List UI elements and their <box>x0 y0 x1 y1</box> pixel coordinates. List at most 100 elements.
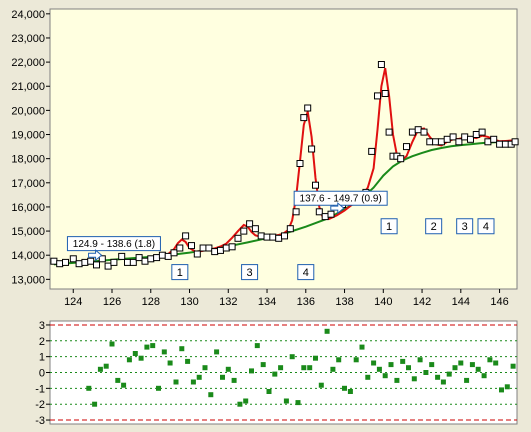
residual-point <box>458 360 464 366</box>
x-tick-label: 132 <box>219 296 237 308</box>
x-tick-label: 134 <box>258 296 276 308</box>
residual-point <box>249 368 254 374</box>
residual-point <box>353 357 359 363</box>
x-tick-label: 146 <box>490 296 508 308</box>
residual-point <box>272 371 278 377</box>
peak-label-box <box>171 264 189 281</box>
data-point <box>385 128 393 136</box>
data-point <box>211 248 219 256</box>
data-point <box>501 140 509 148</box>
data-point <box>426 138 434 146</box>
peak-label-box <box>380 218 398 235</box>
residual-point <box>423 370 429 375</box>
residual-point <box>289 354 295 360</box>
data-point <box>420 128 428 136</box>
residual-point <box>179 346 185 352</box>
peak-label-box <box>477 218 495 235</box>
peak-label-box <box>425 218 443 235</box>
residual-point <box>313 355 318 361</box>
residual-point <box>214 349 220 355</box>
residual-point <box>371 360 377 366</box>
residual-point <box>493 360 499 366</box>
data-point <box>118 252 126 260</box>
residual-point <box>150 343 156 349</box>
residual-point <box>336 357 342 363</box>
residual-point <box>121 382 127 388</box>
residual-point <box>406 365 411 371</box>
residual-point <box>278 365 284 371</box>
x-tick-label: 144 <box>452 296 470 308</box>
x-tick-label: 126 <box>103 296 121 308</box>
y-tick-label: -2 <box>35 399 45 411</box>
peak-label-box <box>241 264 259 281</box>
data-point <box>50 257 58 265</box>
residual-point <box>411 376 417 382</box>
y-tick-label: 20,000 <box>11 105 45 117</box>
residual-point <box>144 344 150 350</box>
data-point <box>251 225 259 233</box>
residual-point <box>446 371 452 377</box>
residual-point <box>382 373 388 379</box>
peak-label: 4 <box>477 218 495 235</box>
residual-point <box>330 366 336 372</box>
data-point <box>269 233 277 241</box>
data-point <box>87 257 95 265</box>
data-point <box>182 232 190 240</box>
residual-point <box>394 377 400 383</box>
data-point <box>93 261 100 269</box>
residual-point <box>161 349 167 355</box>
residual-point <box>208 392 214 398</box>
residual-point <box>115 377 121 383</box>
data-point <box>193 250 201 258</box>
residual-point <box>347 389 353 394</box>
data-point <box>56 260 64 268</box>
residual-point <box>324 328 330 334</box>
residual-point <box>266 389 272 394</box>
data-point <box>304 104 312 112</box>
data-point <box>263 233 271 241</box>
y-tick-label: -3 <box>35 415 45 427</box>
data-point <box>147 255 155 263</box>
data-point <box>205 244 213 252</box>
range-callout-box <box>66 236 161 252</box>
peak-label-box <box>456 218 474 235</box>
y-tick-label: 24,000 <box>11 9 45 21</box>
peak-label-text: 3 <box>462 221 468 233</box>
data-point <box>397 155 405 163</box>
x-tick-label: 136 <box>297 296 315 308</box>
peak-label-text: 2 <box>431 221 437 233</box>
data-point <box>281 232 288 240</box>
residual-point <box>225 366 231 372</box>
residual-point <box>452 365 458 371</box>
data-point <box>141 257 149 265</box>
data-point <box>300 114 308 122</box>
residual-point <box>376 366 382 372</box>
peak-label: 3 <box>456 218 474 235</box>
residual-point <box>469 362 475 368</box>
residual-point <box>86 385 92 391</box>
data-point <box>217 246 224 254</box>
x-tick-label: 138 <box>335 296 353 308</box>
peak-label: 1 <box>171 264 189 281</box>
y-tick-label: 13,000 <box>11 274 45 286</box>
data-point <box>414 126 422 134</box>
range-callout: 124.9 - 138.6 (1.8) <box>66 236 161 262</box>
peak-label-text: 1 <box>386 221 392 233</box>
data-point <box>234 234 242 242</box>
peak-label-box <box>297 264 315 281</box>
residual-point <box>220 374 225 380</box>
data-point <box>496 140 504 148</box>
data-point <box>110 258 118 266</box>
residual-point <box>342 385 347 391</box>
data-point <box>222 244 230 252</box>
range-callout: 137.6 - 149.7 (0.9) <box>293 190 388 215</box>
x-tick-label: 140 <box>374 296 392 308</box>
data-point <box>170 249 178 257</box>
data-point <box>176 244 184 252</box>
main-axes: 13,000 14,000 15,000 16,000 17,000 18,000 19,0… <box>11 9 508 308</box>
residual-point <box>295 400 301 406</box>
data-point <box>308 145 316 153</box>
data-point <box>199 244 207 252</box>
data-point <box>327 210 335 218</box>
residual-markers <box>86 328 516 407</box>
